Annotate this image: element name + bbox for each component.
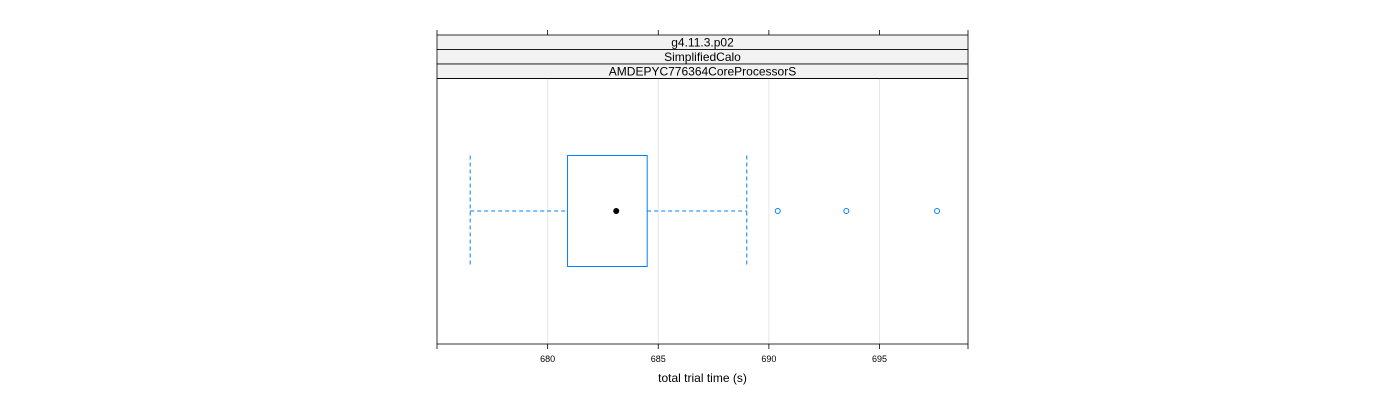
outlier-point [843, 208, 850, 214]
box-plot [469, 155, 941, 267]
x-tick-label: 685 [651, 354, 666, 364]
axis-ticks: 680 685 690 695 [436, 30, 969, 364]
strip-1-label: g4.11.3.p02 [671, 36, 734, 50]
panel-border [436, 78, 969, 345]
outlier-point [934, 208, 941, 214]
strip-headers: g4.11.3.p02 SimplifiedCalo AMDEPYC776364… [436, 34, 969, 79]
iqr-box [567, 155, 648, 267]
x-tick-label: 680 [540, 354, 555, 364]
x-tick-label: 690 [761, 354, 776, 364]
gridlines [547, 78, 880, 344]
x-axis-label: total trial time (s) [658, 371, 747, 385]
strip-3-label: AMDEPYC776364CoreProcessorS [609, 65, 796, 79]
x-tick-label: 695 [872, 354, 887, 364]
median-dot [613, 208, 620, 214]
outlier-point [774, 208, 781, 214]
outliers [774, 208, 941, 214]
strip-2-label: SimplifiedCalo [664, 50, 741, 64]
